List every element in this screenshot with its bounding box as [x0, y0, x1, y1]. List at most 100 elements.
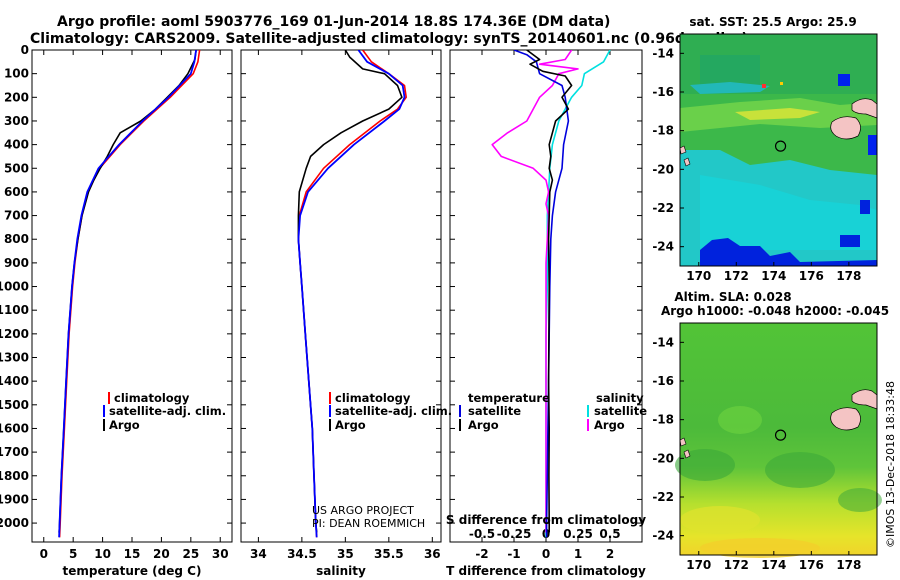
depth-tick-label: 1200 — [0, 327, 29, 341]
sst-map-warm-spot — [780, 82, 783, 85]
salinity-diff-tick-label: -0.25 — [497, 527, 532, 541]
x-tick-label: 10 — [94, 547, 111, 561]
depth-tick-label: 1100 — [0, 303, 29, 317]
salinity-diff-tick-label: 0.5 — [599, 527, 620, 541]
salinity-x-axis: 34 34.5 35 35.5 36 — [250, 50, 441, 561]
salinity-panel-frame — [240, 49, 442, 543]
sla-map-blob — [675, 449, 735, 481]
map-lat-tick-label: -20 — [652, 162, 674, 176]
sla-map-title-line1: Altim. SLA: 0.028 — [674, 290, 791, 304]
sst-map-land — [679, 145, 687, 155]
depth-tick-label: 600 — [4, 185, 29, 199]
salinity-diff-argo-line — [491, 50, 579, 533]
temperature-diff-satellite-line — [513, 50, 570, 538]
difference-xlabel: T difference from climatology — [446, 564, 646, 578]
sla-map-blob — [765, 452, 835, 488]
salinity-curves — [297, 50, 408, 538]
temperature-argo-line — [58, 50, 197, 533]
legend-label-climatology: climatology — [335, 391, 411, 405]
salinity-difference-xlabel: S difference from climatology — [446, 513, 646, 527]
legend-label-argo: Argo — [335, 418, 366, 432]
legend-label-t-argo: Argo — [468, 418, 499, 432]
sst-map-blue-patch — [838, 74, 850, 86]
depth-tick-label: 1300 — [0, 351, 29, 365]
map-lat-tick-label: -22 — [652, 490, 674, 504]
sla-map — [675, 322, 882, 558]
sst-map-blue-patch — [868, 135, 877, 155]
map-lat-tick-label: -16 — [652, 374, 674, 388]
credit-pi: PI: DEAN ROEMMICH — [312, 517, 425, 530]
x-tick-label: -1 — [507, 547, 520, 561]
depth-tick-label: 500 — [4, 161, 29, 175]
map-lat-tick-label: -18 — [652, 413, 674, 427]
depth-tick-label: 900 — [4, 256, 29, 270]
map-lat-tick-label: -14 — [652, 46, 674, 60]
temperature-climatology-line — [58, 50, 201, 538]
salinity-satellite-line — [297, 50, 406, 538]
sla-map-land — [679, 437, 687, 447]
depth-tick-label: 300 — [4, 114, 29, 128]
x-tick-label: 15 — [124, 547, 141, 561]
sst-map-frame — [679, 33, 878, 267]
sst-map-cyan-core — [700, 175, 877, 250]
map-lon-tick-label: 178 — [836, 269, 861, 283]
sst-map-blue-south — [700, 238, 877, 266]
map-lon-tick-label: 174 — [761, 558, 786, 572]
depth-tick-label: 100 — [4, 67, 29, 81]
depth-tick-label: 400 — [4, 138, 29, 152]
credit-project: US ARGO PROJECT — [312, 504, 414, 517]
map-lat-tick-label: -22 — [652, 201, 674, 215]
map-lat-tick-label: -16 — [652, 85, 674, 99]
map-lon-tick-label: 170 — [686, 269, 711, 283]
sla-map-float-marker — [774, 429, 787, 441]
map-lat-tick-label: -20 — [652, 451, 674, 465]
depth-tick-label: 700 — [4, 209, 29, 223]
depth-tick-label: 800 — [4, 232, 29, 246]
difference-legend: temperature satellite Argo salinity sate… — [459, 391, 647, 432]
x-tick-label: -2 — [475, 547, 488, 561]
x-tick-label: 34 — [250, 547, 267, 561]
x-tick-label: 35.5 — [374, 547, 404, 561]
legend-label-s-satellite: satellite — [594, 404, 647, 418]
depth-tick-label: 1000 — [0, 280, 29, 294]
legend-label-satellite: satellite-adj. clim. — [335, 404, 452, 418]
temperature-diff-argo-line — [526, 50, 573, 533]
x-tick-label: 34.5 — [287, 547, 317, 561]
depth-tick-label: 1800 — [0, 469, 29, 483]
map-lon-tick-label: 172 — [724, 558, 749, 572]
sst-map-float-marker — [774, 140, 787, 152]
map-lat-tick-label: -24 — [652, 240, 674, 254]
legend-title-temperature: temperature — [468, 391, 550, 405]
legend-title-salinity: salinity — [596, 391, 644, 405]
sst-map-land — [830, 116, 861, 140]
salinity-xlabel: salinity — [316, 564, 366, 578]
x-tick-label: 2 — [606, 547, 614, 561]
figure-title-line2: Climatology: CARS2009. Satellite-adjuste… — [30, 31, 748, 47]
legend-label-argo: Argo — [109, 418, 140, 432]
sst-map-blue-patch — [860, 200, 870, 214]
sst-map-title: sat. SST: 25.5 Argo: 25.9 — [689, 15, 856, 29]
depth-tick-label: 2000 — [0, 516, 29, 530]
x-tick-label: 20 — [153, 547, 170, 561]
depth-tick-label: 1900 — [0, 492, 29, 506]
depth-tick-label: 1500 — [0, 398, 29, 412]
difference-x-axis: -2 -1 0 1 2 — [475, 50, 614, 561]
depth-tick-label: 0 — [21, 43, 29, 57]
salinity-climatology-line — [297, 50, 408, 538]
difference-curves — [491, 50, 611, 538]
map-lat-tick-label: -18 — [652, 124, 674, 138]
sst-map-warm-spot — [762, 84, 766, 88]
sla-map-axes: 170 172 174 176 178 -14 -16 -18 -20 -22 -24 — [652, 335, 861, 572]
map-lon-tick-label: 174 — [761, 269, 786, 283]
legend-label-climatology: climatology — [114, 391, 190, 405]
sst-map-cyan-streak — [690, 82, 770, 94]
depth-tick-label: 1400 — [0, 374, 29, 388]
map-lon-tick-label: 176 — [799, 558, 824, 572]
sst-map-patch — [700, 55, 760, 85]
sst-map — [679, 33, 878, 267]
sla-map-land — [830, 407, 861, 431]
x-tick-label: 1 — [574, 547, 582, 561]
depth-tick-label: 200 — [4, 90, 29, 104]
